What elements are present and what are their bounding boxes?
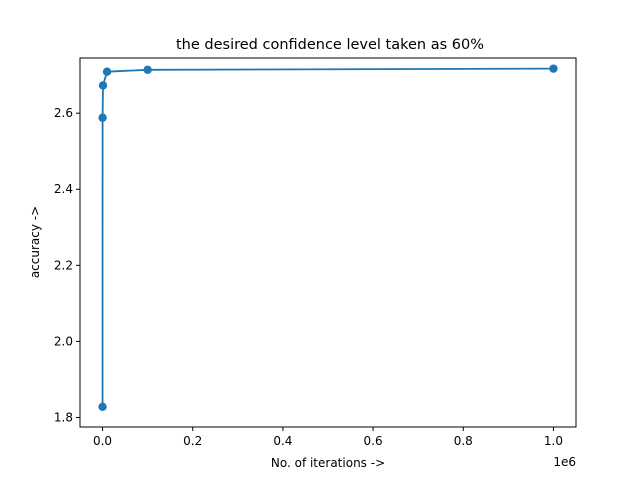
y-tick-label: 2.0 — [54, 334, 73, 348]
data-point — [102, 67, 112, 76]
data-point — [143, 65, 152, 74]
x-tick-label: 0.0 — [93, 434, 112, 448]
plot-area — [98, 64, 558, 412]
y-tick-label: 1.8 — [54, 410, 73, 424]
y-tick-label: 2.2 — [54, 258, 73, 272]
axes-frame — [79, 57, 577, 428]
y-tick-label: 2.4 — [54, 182, 73, 196]
axes: 0.0 0.2 0.4 0.6 0.8 1.0 1.8 2.0 2.2 2.4 2.6 — [54, 57, 577, 448]
data-point — [98, 113, 107, 122]
x-offset-label: 1e6 — [553, 455, 576, 469]
data-point — [549, 64, 558, 73]
data-point — [98, 402, 107, 412]
data-point — [98, 81, 108, 90]
x-tick-label: 1.0 — [544, 434, 563, 448]
x-tick-label: 0.8 — [454, 434, 473, 448]
series-line — [101, 67, 554, 407]
x-tick-label: 0.4 — [273, 434, 292, 448]
x-axis-label: No. of iterations -> — [271, 456, 385, 470]
x-tick-label: 0.6 — [364, 434, 383, 448]
y-tick-label: 2.6 — [54, 106, 73, 120]
y-axis-label: accuracy -> — [28, 206, 42, 278]
x-tick-label: 0.2 — [183, 434, 202, 448]
chart-title: the desired confidence level taken as 60… — [176, 37, 484, 53]
